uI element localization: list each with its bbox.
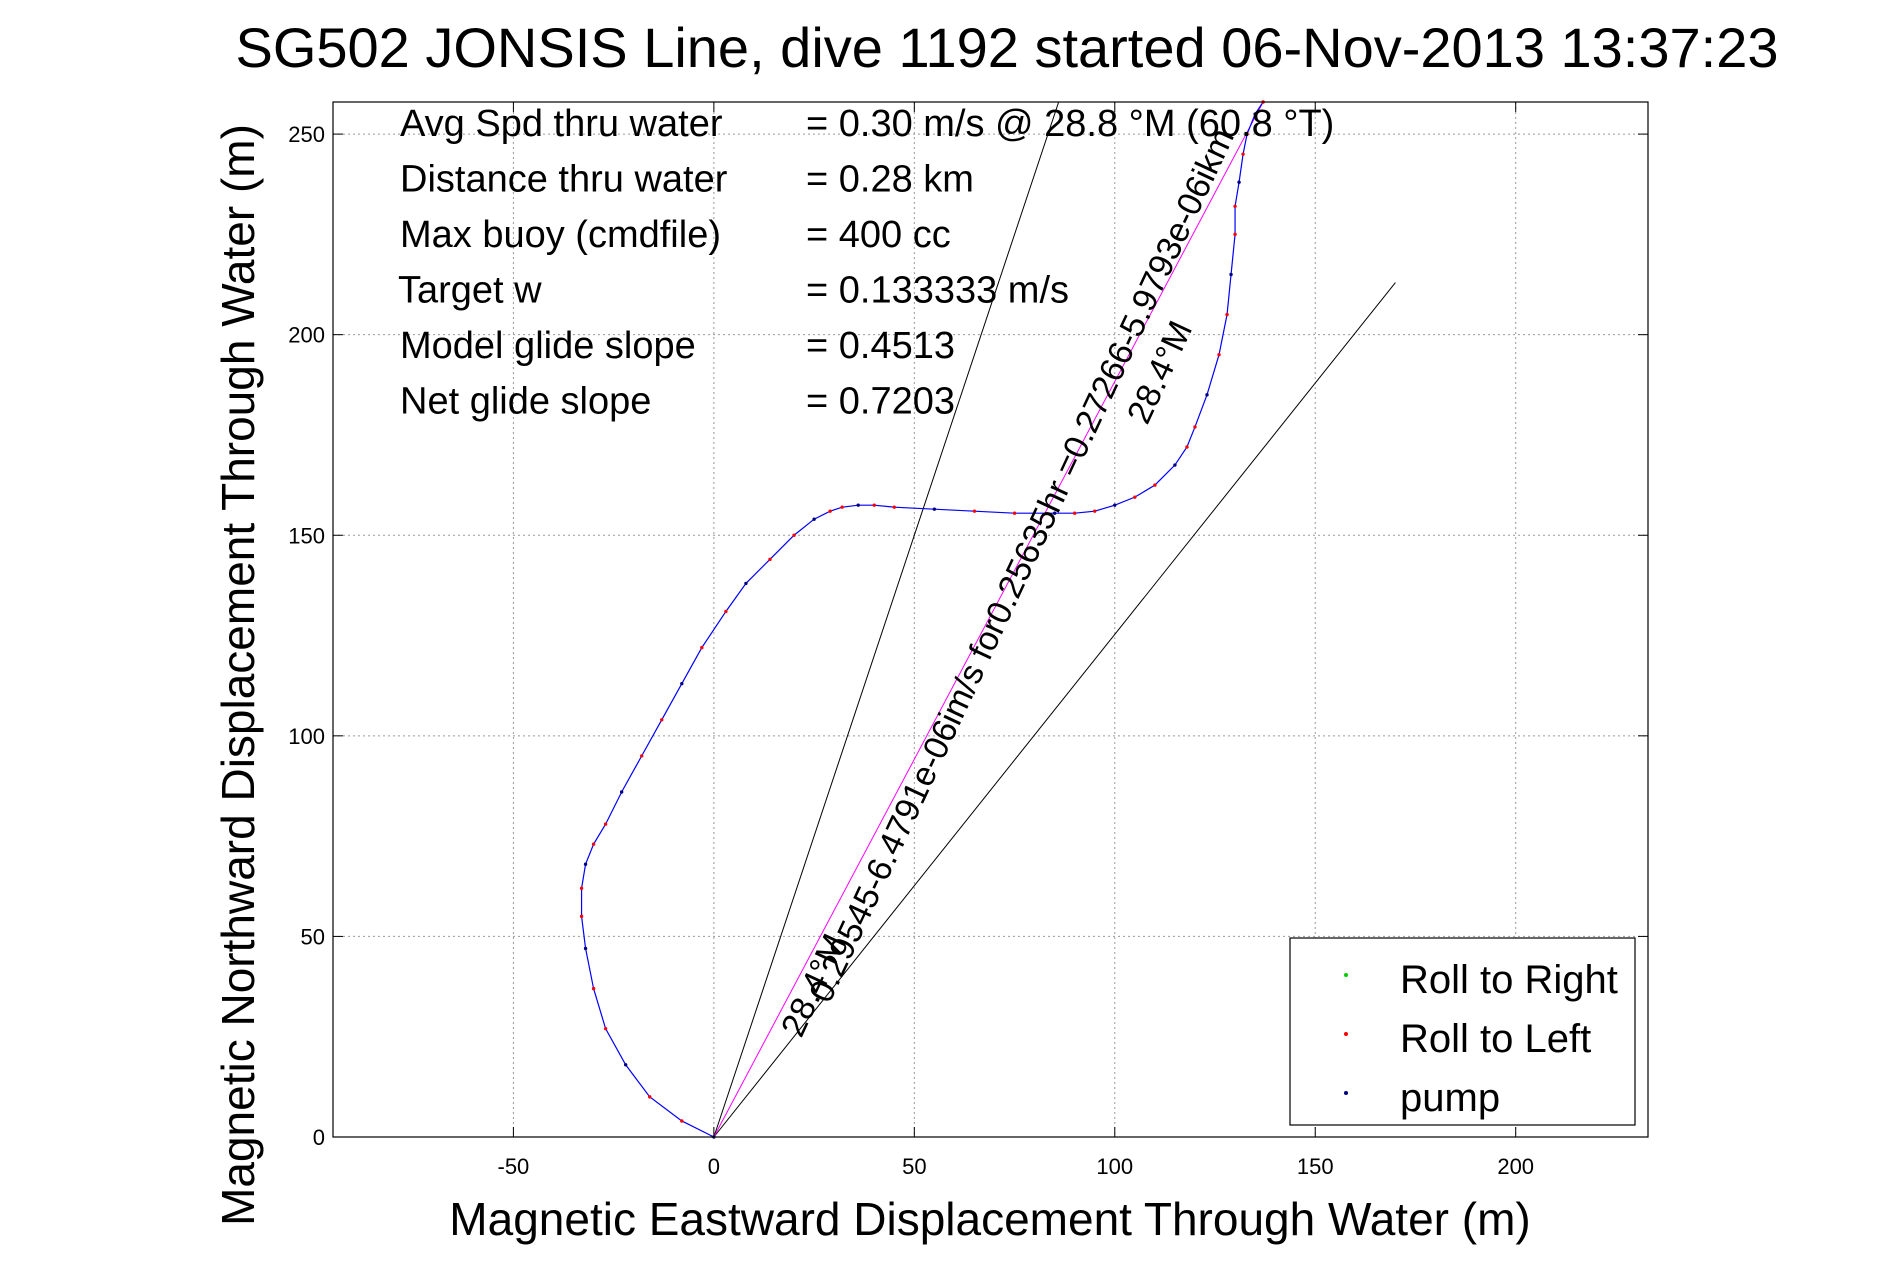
track-point bbox=[603, 822, 608, 826]
model-line-0 bbox=[713, 101, 1060, 1138]
track-point bbox=[1253, 112, 1257, 116]
track-point bbox=[603, 1026, 608, 1031]
track-point bbox=[724, 609, 728, 614]
track-point bbox=[579, 914, 584, 919]
y-axis-title: Magnetic Northward Displacement Through … bbox=[212, 124, 264, 1226]
stat-label: Max buoy (cmdfile) bbox=[400, 214, 721, 256]
track-point bbox=[1233, 204, 1237, 209]
track-point bbox=[744, 581, 748, 586]
y-tick-label: 250 bbox=[288, 122, 325, 147]
track-point bbox=[1113, 503, 1117, 507]
track-point bbox=[872, 503, 876, 507]
stat-value: = 0.30 m/s @ 28.8 °M (60.8 °T) bbox=[806, 103, 1334, 145]
x-tick-label: 200 bbox=[1497, 1154, 1534, 1179]
track-point bbox=[648, 1095, 652, 1099]
legend-marker bbox=[1344, 973, 1348, 977]
track-point bbox=[583, 862, 588, 866]
track-point bbox=[1233, 232, 1237, 237]
track-point bbox=[700, 645, 704, 650]
stat-value: = 400 cc bbox=[806, 214, 951, 256]
x-axis-title: Magnetic Eastward Displacement Through W… bbox=[449, 1193, 1530, 1245]
stat-value: = 0.28 km bbox=[806, 159, 974, 201]
track-point bbox=[1205, 393, 1209, 397]
legend-label: Roll to Left bbox=[1400, 1017, 1591, 1061]
x-tick-label: 0 bbox=[708, 1154, 720, 1179]
y-tick-label: 0 bbox=[313, 1125, 325, 1150]
track-point bbox=[1225, 312, 1229, 317]
track-point bbox=[1185, 445, 1189, 449]
track-point bbox=[1237, 180, 1241, 184]
track-point bbox=[1133, 495, 1137, 499]
track-point bbox=[1072, 511, 1077, 515]
track-point bbox=[583, 946, 588, 951]
track-point bbox=[579, 886, 584, 890]
stat-label: Distance thru water bbox=[400, 159, 728, 201]
track-point bbox=[1173, 463, 1177, 467]
model-lines bbox=[713, 101, 1396, 1138]
stats-panel: Avg Spd thru water = 0.30 m/s @ 28.8 °M (… bbox=[398, 103, 1334, 423]
track-line bbox=[580, 101, 1264, 1138]
track-point bbox=[856, 503, 860, 507]
track-point bbox=[623, 1063, 628, 1067]
y-tick-label: 50 bbox=[301, 924, 325, 949]
tick-layer: -50 0 50 100 150 200 0 50 100 150 200 250 bbox=[288, 102, 1648, 1179]
plot-frame bbox=[332, 101, 1649, 1138]
stat-value: = 0.7203 bbox=[806, 381, 955, 423]
legend: Roll to Right Roll to Left pump bbox=[1289, 937, 1636, 1126]
track-point bbox=[792, 533, 796, 537]
track-point bbox=[768, 557, 772, 562]
legend-label: pump bbox=[1400, 1076, 1500, 1120]
track-point bbox=[680, 1119, 684, 1123]
x-tick-label: 100 bbox=[1096, 1154, 1133, 1179]
stat-value: = 0.4513 bbox=[806, 325, 955, 367]
track-point bbox=[680, 681, 684, 686]
stat-label: Avg Spd thru water bbox=[400, 103, 723, 145]
track-point bbox=[812, 517, 816, 521]
stat-label: Net glide slope bbox=[400, 381, 651, 423]
track-point bbox=[1193, 425, 1197, 429]
track-point bbox=[1241, 152, 1245, 156]
track-point bbox=[1153, 483, 1157, 487]
x-tick-label: 150 bbox=[1297, 1154, 1334, 1179]
track-point bbox=[660, 718, 664, 722]
track-point bbox=[1245, 132, 1249, 136]
y-tick-label: 150 bbox=[288, 523, 325, 548]
track-point bbox=[1052, 511, 1057, 515]
stat-label: Target w bbox=[398, 270, 542, 312]
track-point bbox=[932, 507, 937, 511]
track-point bbox=[1229, 272, 1233, 277]
track-point bbox=[1012, 511, 1017, 515]
track-point bbox=[828, 509, 832, 513]
series-layer bbox=[579, 100, 1265, 1139]
y-tick-label: 200 bbox=[288, 323, 325, 348]
track-point bbox=[1217, 353, 1221, 357]
x-tick-label: 50 bbox=[902, 1154, 926, 1179]
model-line-1 bbox=[713, 282, 1396, 1138]
legend-marker bbox=[1344, 1032, 1348, 1036]
legend-marker bbox=[1344, 1091, 1348, 1095]
track-point bbox=[840, 505, 844, 509]
track-point bbox=[619, 790, 624, 794]
y-tick-label: 100 bbox=[288, 724, 325, 749]
track-point bbox=[640, 754, 644, 758]
chart-title: SG502 JONSIS Line, dive 1192 started 06-… bbox=[235, 16, 1778, 79]
model-line-2 bbox=[713, 101, 1264, 1138]
stat-label: Model glide slope bbox=[400, 325, 696, 367]
legend-label: Roll to Right bbox=[1400, 958, 1618, 1002]
x-tick-label: -50 bbox=[498, 1154, 530, 1179]
track-point bbox=[591, 986, 596, 991]
stat-value: = 0.133333 m/s bbox=[806, 270, 1069, 312]
track-point bbox=[972, 509, 977, 513]
track-point bbox=[591, 842, 596, 846]
track-point bbox=[1093, 509, 1097, 513]
track-point bbox=[892, 505, 896, 509]
